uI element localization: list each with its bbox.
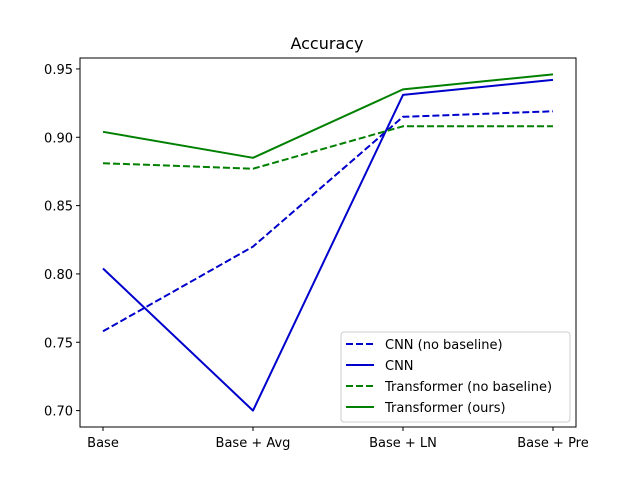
y-tick-label: 0.75	[44, 336, 73, 351]
axes: Base Base + Avg Base + LN Base + Pre 0.70 0.7…	[44, 57, 589, 451]
legend-label: Transformer (no baseline)	[384, 380, 552, 395]
y-tick-label: 0.80	[44, 268, 73, 283]
legend-label: CNN (no baseline)	[385, 338, 503, 353]
y-tick-label: 0.95	[44, 63, 73, 78]
series-line-2	[102, 125, 553, 170]
y-tick-label: 0.90	[44, 131, 73, 146]
legend-box	[340, 331, 571, 423]
x-tick-label: Base + LN	[369, 436, 437, 451]
chart-title: Accuracy	[290, 34, 363, 53]
y-tick-label: 0.85	[44, 200, 73, 215]
series-line-0	[102, 110, 554, 333]
series-line-1	[102, 78, 554, 412]
legend-label: CNN	[385, 359, 414, 374]
plot-area	[102, 73, 554, 412]
y-tick-label: 0.70	[44, 405, 73, 420]
x-tick-label: Base + Avg	[216, 436, 291, 451]
x-tick-label: Base + Pre	[517, 436, 588, 451]
axes-frame	[79, 57, 577, 428]
legend-label: Transformer (ours)	[384, 401, 506, 416]
series-line-3	[102, 73, 554, 159]
legend: CNN (no baseline) CNN Transformer (no base…	[340, 331, 571, 423]
x-tick-label: Base	[87, 436, 119, 451]
